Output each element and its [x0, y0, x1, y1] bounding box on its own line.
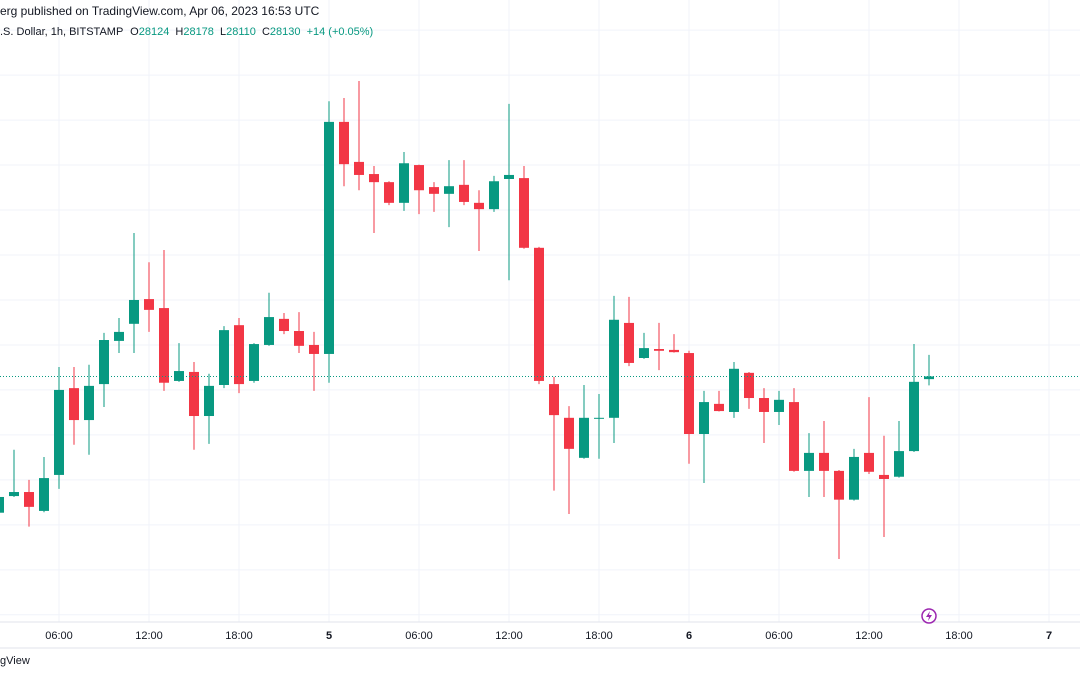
- candle-body: [369, 174, 379, 183]
- candle-body: [39, 478, 49, 511]
- candle-body: [429, 187, 439, 194]
- candle-body: [54, 389, 64, 475]
- candle-body: [789, 402, 799, 471]
- candle-body: [729, 368, 739, 412]
- candle-body: [144, 299, 154, 310]
- candle-body: [639, 348, 649, 358]
- candle-body: [309, 344, 319, 354]
- x-tick-label: 18:00: [585, 630, 613, 642]
- candle-body: [324, 121, 334, 354]
- candle-body: [819, 452, 829, 471]
- candle-body: [744, 372, 754, 399]
- x-tick-label: 06:00: [405, 630, 433, 642]
- candle-body: [474, 202, 484, 210]
- candle-body: [69, 388, 79, 421]
- ohlc-letter: C: [262, 26, 270, 38]
- candle-body: [489, 181, 499, 210]
- candle-body: [609, 319, 619, 418]
- candle-body: [354, 161, 364, 175]
- candle-body: [99, 340, 109, 385]
- candle-body: [264, 317, 274, 345]
- candle-body: [684, 353, 694, 435]
- x-tick-label: 12:00: [495, 630, 523, 642]
- candle-body: [774, 399, 784, 412]
- candle-body: [444, 186, 454, 194]
- candle-body: [669, 349, 679, 353]
- candle-body: [849, 456, 859, 500]
- candle-body: [234, 325, 244, 385]
- x-tick-label: 06:00: [45, 630, 73, 642]
- open-value: 28124: [139, 26, 170, 38]
- x-axis-labels: 06:00 12:00 18:00 5 06:00 12:00 18:00 6 06:00 12:…: [45, 630, 1052, 642]
- event-bolt: [926, 611, 932, 621]
- candle-body: [654, 349, 664, 351]
- candle-body: [624, 322, 634, 363]
- candle-body: [219, 330, 229, 385]
- candle-body: [249, 344, 259, 381]
- change: +14 (+0.05%): [307, 26, 374, 38]
- low-value: 28110: [226, 26, 256, 38]
- candle-body: [159, 308, 169, 383]
- candle-body: [909, 381, 919, 452]
- x-tick-label: 12:00: [855, 630, 883, 642]
- candle-body: [279, 318, 289, 332]
- candle-body: [579, 417, 589, 458]
- candle-body: [114, 331, 124, 341]
- candle-body: [189, 371, 199, 417]
- candle-body: [714, 403, 724, 412]
- x-tick-label: 5: [326, 630, 332, 642]
- candle-body: [339, 121, 349, 165]
- candle-body: [294, 331, 304, 346]
- x-tick-label: 12:00: [135, 630, 163, 642]
- candle-body: [129, 299, 139, 324]
- candle-body: [399, 163, 409, 203]
- x-tick-label: 7: [1046, 630, 1052, 642]
- candles: [0, 80, 1080, 560]
- candle-body: [0, 496, 4, 513]
- high-value: 28178: [183, 26, 214, 38]
- candle-body: [534, 247, 544, 381]
- candle-body: [549, 384, 559, 416]
- candle-body: [894, 451, 904, 477]
- footer-logo: gView: [0, 655, 30, 667]
- candle-body: [174, 371, 184, 381]
- x-tick-label: 18:00: [225, 630, 253, 642]
- candle-body: [699, 402, 709, 435]
- ohlc-letter: H: [175, 26, 183, 38]
- x-tick-label: 06:00: [765, 630, 793, 642]
- event-icon: [921, 608, 937, 624]
- ohlc-letter: L: [220, 26, 226, 38]
- candle-body: [84, 385, 94, 421]
- close-value: 28130: [270, 26, 301, 38]
- candle-body: [414, 165, 424, 191]
- candle-body: [564, 417, 574, 449]
- candle-body: [9, 492, 19, 497]
- candle-body: [834, 470, 844, 500]
- candle-body: [384, 182, 394, 203]
- candle-body: [924, 376, 934, 380]
- candle-body: [504, 174, 514, 179]
- candle-body: [204, 385, 214, 417]
- symbol: .S. Dollar, 1h, BITSTAMP: [0, 26, 123, 38]
- candle-body: [804, 452, 814, 471]
- candle-body: [519, 178, 529, 248]
- candle-body: [879, 474, 889, 479]
- ohlc-letter: O: [130, 26, 139, 38]
- x-tick-label: 6: [686, 630, 692, 642]
- published-note: erg published on TradingView.com, Apr 06…: [0, 4, 320, 18]
- candle-body: [594, 417, 604, 419]
- candle-body: [864, 452, 874, 472]
- candle-body: [759, 398, 769, 412]
- candle-body: [459, 184, 469, 202]
- x-tick-label: 18:00: [945, 630, 973, 642]
- candle-body: [24, 492, 34, 507]
- legend-line: .S. Dollar, 1h, BITSTAMP O28124 H28178 L…: [0, 26, 373, 38]
